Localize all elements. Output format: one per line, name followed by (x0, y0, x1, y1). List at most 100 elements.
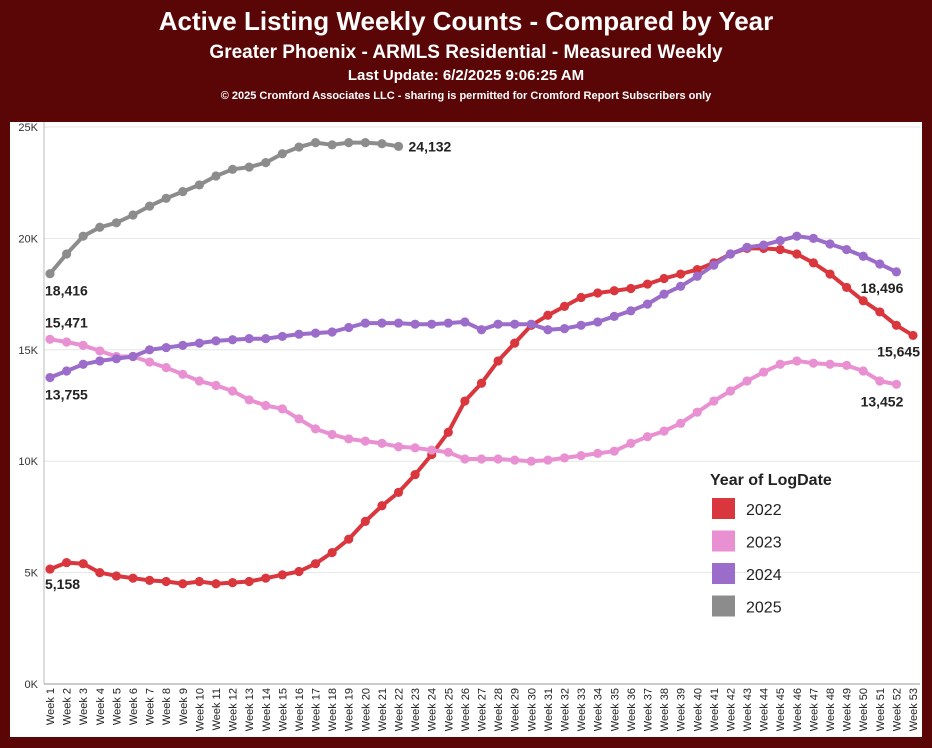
data-label-2025-first: 18,416 (45, 283, 88, 299)
data-point (194, 576, 204, 587)
series-line-2024 (48, 234, 899, 380)
data-point (194, 376, 204, 386)
data-point (825, 239, 835, 249)
data-point (642, 432, 653, 442)
x-tick-label: Week 27 (477, 688, 489, 731)
x-tick-label: Week 38 (659, 688, 671, 731)
data-point (460, 454, 470, 464)
x-tick-label: Week 15 (277, 688, 289, 731)
data-point (178, 187, 188, 197)
data-point (808, 233, 819, 243)
data-point (294, 329, 304, 339)
data-point (842, 244, 852, 255)
data-point (310, 137, 321, 148)
data-point (626, 306, 636, 316)
data-point (576, 451, 586, 461)
x-tick-label: Week 25 (443, 688, 455, 731)
series-2024 (45, 231, 902, 383)
data-point (45, 372, 55, 383)
data-point (759, 367, 769, 377)
data-point (178, 340, 188, 350)
data-point (875, 259, 885, 269)
data-point (261, 573, 271, 583)
data-point (410, 319, 420, 329)
x-tick-label: Week 42 (725, 688, 737, 731)
data-point (61, 366, 72, 376)
x-tick-label: Week 35 (609, 688, 621, 731)
data-point (443, 318, 453, 328)
data-point (858, 251, 868, 261)
data-point (709, 260, 719, 270)
data-point (310, 559, 321, 569)
x-tick-label: Week 47 (808, 688, 820, 731)
data-point (493, 319, 503, 329)
data-point (310, 328, 321, 338)
data-point (377, 438, 387, 448)
data-point (377, 139, 387, 149)
x-tick-label: Week 49 (842, 688, 854, 731)
data-point (111, 218, 121, 228)
series-2025 (45, 137, 404, 279)
x-tick-label: Week 14 (261, 688, 273, 731)
data-point (360, 516, 370, 526)
legend-label-2023: 2023 (746, 535, 782, 552)
data-point (858, 296, 868, 306)
data-point (78, 359, 88, 369)
data-point (609, 311, 619, 321)
data-point (842, 360, 852, 370)
data-point (709, 396, 719, 406)
x-tick-label: Week 26 (460, 688, 472, 731)
data-point (244, 334, 254, 344)
data-point (543, 325, 553, 335)
data-point (244, 395, 254, 405)
data-point (277, 570, 287, 580)
data-point (128, 573, 138, 583)
x-tick-label: Week 19 (344, 688, 356, 731)
legend: Year of LogDate 2022 2023 2024 2025 (710, 472, 832, 617)
data-point (526, 319, 536, 329)
data-point (161, 576, 171, 587)
y-tick-label: 0K (25, 679, 39, 691)
data-label-2025-last: 24,132 (409, 138, 452, 154)
x-tick-label: Week 2 (62, 688, 74, 725)
data-point (476, 378, 487, 388)
plot-background (10, 122, 922, 737)
data-point (510, 455, 520, 465)
data-point (775, 244, 785, 255)
data-point (128, 210, 138, 220)
data-point (95, 222, 105, 232)
x-tick-label: Week 30 (526, 688, 538, 731)
x-tick-label: Week 32 (559, 688, 571, 731)
data-point (327, 327, 337, 337)
data-point (875, 376, 885, 386)
data-point (576, 320, 586, 330)
data-point (858, 366, 868, 376)
data-point (377, 318, 387, 328)
x-tick-label: Week 52 (891, 688, 903, 731)
data-point (45, 334, 55, 344)
data-point (842, 282, 852, 293)
x-tick-label: Week 5 (111, 688, 123, 725)
x-tick-label: Week 21 (377, 688, 389, 731)
data-point (194, 180, 204, 190)
data-point (61, 249, 72, 259)
data-point (676, 281, 686, 291)
series-line-2023 (48, 337, 899, 464)
data-point (261, 158, 271, 168)
data-point (493, 454, 503, 464)
data-point (659, 289, 669, 299)
data-point (908, 330, 918, 341)
x-tick-label: Week 40 (692, 688, 704, 731)
data-point (593, 317, 603, 327)
data-point (593, 288, 603, 298)
x-tick-label: Week 12 (228, 688, 240, 731)
data-point (825, 359, 835, 369)
data-point (261, 334, 271, 344)
data-point (327, 429, 337, 440)
x-tick-label: Week 36 (626, 688, 638, 731)
data-point (144, 201, 155, 211)
chart-subtitle: Greater Phoenix - ARMLS Residential - Me… (209, 42, 723, 63)
data-point (344, 534, 354, 544)
data-point (626, 438, 636, 448)
data-point (692, 271, 702, 281)
